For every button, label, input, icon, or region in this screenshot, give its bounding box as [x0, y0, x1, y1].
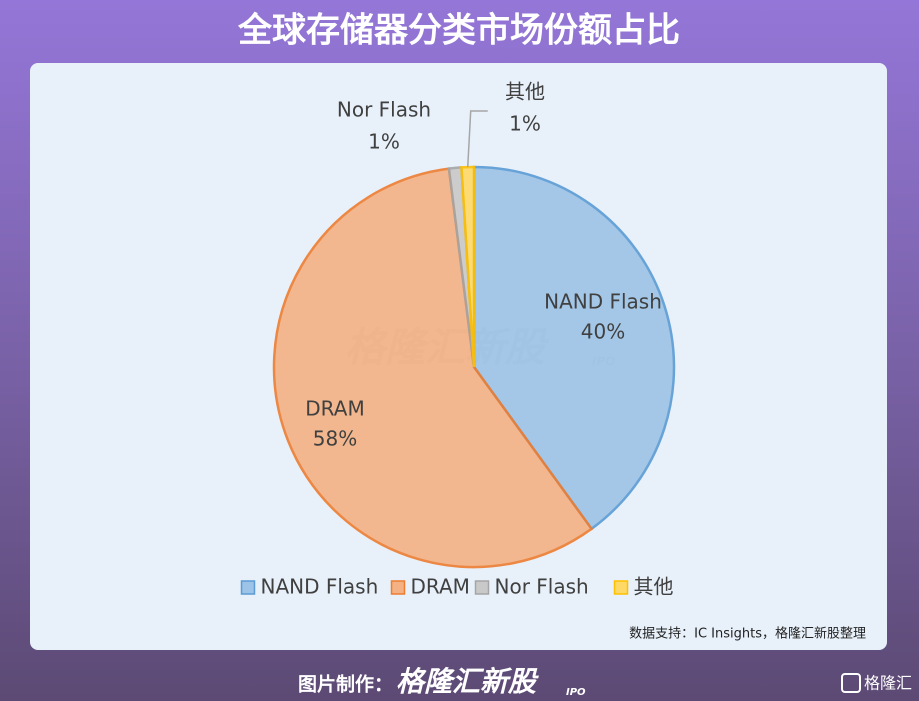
data-label-name: DRAM — [305, 397, 364, 421]
pie-slice — [472, 165, 676, 531]
corner-logo: 格隆汇 — [864, 674, 912, 693]
data-label-value: 58% — [313, 427, 357, 451]
legend-label: 其他 — [634, 575, 674, 599]
pie-slice — [272, 167, 594, 569]
legend-swatch — [240, 580, 256, 595]
legend-swatch — [390, 580, 406, 595]
data-label-value: 1% — [368, 130, 400, 154]
leader-line — [466, 110, 488, 168]
legend-label: NAND Flash — [261, 575, 379, 599]
legend-label: DRAM — [411, 575, 470, 599]
corner-icon — [841, 673, 861, 693]
data-label-value: 1% — [509, 112, 541, 136]
footer-label: 图片制作： — [298, 673, 393, 696]
pie-slice — [460, 165, 476, 368]
data-label-name: 其他 — [505, 80, 545, 104]
legend-swatch — [613, 580, 629, 595]
footer-brand: 格隆汇新股 — [396, 665, 539, 698]
data-label-name: NAND Flash — [544, 290, 662, 314]
page-title: 全球存储器分类市场份额占比 — [237, 11, 680, 51]
legend-swatch — [474, 580, 490, 595]
legend-label: Nor Flash — [495, 575, 589, 599]
source-note: 数据支持：IC Insights，格隆汇新股整理 — [629, 626, 866, 642]
data-label-name: Nor Flash — [337, 98, 431, 122]
footer-brand-tag: IPO — [566, 687, 586, 698]
data-label-value: 40% — [581, 320, 625, 344]
